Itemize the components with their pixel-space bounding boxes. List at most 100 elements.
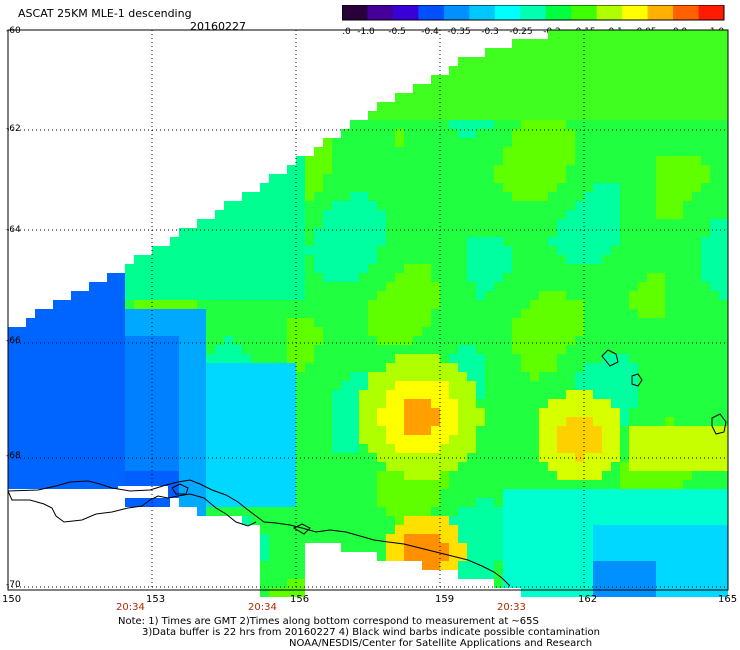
data-cell bbox=[647, 183, 656, 192]
data-cell bbox=[647, 147, 656, 156]
data-cell bbox=[701, 435, 710, 444]
data-cell bbox=[143, 291, 152, 300]
data-cell bbox=[521, 129, 530, 138]
data-cell bbox=[674, 30, 683, 39]
data-cell bbox=[143, 417, 152, 426]
data-cell bbox=[710, 237, 719, 246]
data-cell bbox=[611, 219, 620, 228]
data-cell bbox=[260, 192, 269, 201]
data-cell bbox=[548, 192, 557, 201]
data-cell bbox=[341, 444, 350, 453]
data-cell bbox=[314, 273, 323, 282]
data-cell bbox=[692, 381, 701, 390]
data-cell bbox=[692, 561, 701, 570]
data-cell bbox=[98, 300, 107, 309]
data-cell bbox=[629, 300, 638, 309]
data-cell bbox=[512, 201, 521, 210]
data-cell bbox=[215, 228, 224, 237]
data-cell bbox=[251, 354, 260, 363]
data-cell bbox=[53, 444, 62, 453]
data-cell bbox=[530, 570, 539, 579]
data-cell bbox=[503, 444, 512, 453]
data-cell bbox=[467, 408, 476, 417]
data-cell bbox=[701, 444, 710, 453]
data-cell bbox=[44, 336, 53, 345]
data-cell bbox=[629, 57, 638, 66]
data-cell bbox=[584, 363, 593, 372]
data-cell bbox=[395, 444, 404, 453]
data-cell bbox=[386, 300, 395, 309]
data-cell bbox=[368, 318, 377, 327]
data-cell bbox=[170, 444, 179, 453]
data-cell bbox=[296, 579, 305, 588]
data-cell bbox=[665, 156, 674, 165]
data-cell bbox=[692, 129, 701, 138]
data-cell bbox=[611, 84, 620, 93]
data-cell bbox=[260, 309, 269, 318]
data-cell bbox=[476, 84, 485, 93]
data-cell bbox=[386, 372, 395, 381]
data-cell bbox=[602, 579, 611, 588]
data-cell bbox=[368, 291, 377, 300]
data-cell bbox=[647, 57, 656, 66]
data-cell bbox=[251, 309, 260, 318]
data-cell bbox=[674, 156, 683, 165]
data-cell bbox=[377, 471, 386, 480]
data-cell bbox=[377, 111, 386, 120]
data-cell bbox=[26, 363, 35, 372]
data-cell bbox=[269, 273, 278, 282]
data-cell bbox=[431, 309, 440, 318]
data-cell bbox=[683, 426, 692, 435]
data-cell bbox=[512, 75, 521, 84]
data-cell bbox=[386, 408, 395, 417]
data-cell bbox=[395, 435, 404, 444]
data-cell bbox=[368, 435, 377, 444]
data-cell bbox=[539, 219, 548, 228]
data-cell bbox=[674, 507, 683, 516]
data-cell bbox=[467, 156, 476, 165]
data-cell bbox=[377, 228, 386, 237]
data-cell bbox=[323, 525, 332, 534]
data-cell bbox=[530, 219, 539, 228]
data-cell bbox=[359, 489, 368, 498]
data-cell bbox=[449, 480, 458, 489]
data-cell bbox=[638, 336, 647, 345]
data-cell bbox=[305, 480, 314, 489]
data-cell bbox=[35, 399, 44, 408]
data-cell bbox=[584, 588, 593, 597]
data-cell bbox=[44, 381, 53, 390]
data-cell bbox=[611, 534, 620, 543]
data-cell bbox=[431, 219, 440, 228]
data-cell bbox=[26, 417, 35, 426]
data-cell bbox=[539, 273, 548, 282]
data-cell bbox=[503, 282, 512, 291]
data-cell bbox=[152, 273, 161, 282]
data-cell bbox=[332, 147, 341, 156]
data-cell bbox=[692, 480, 701, 489]
data-cell bbox=[332, 309, 341, 318]
data-cell bbox=[548, 480, 557, 489]
data-cell bbox=[341, 309, 350, 318]
data-cell bbox=[647, 435, 656, 444]
data-cell bbox=[611, 552, 620, 561]
data-cell bbox=[305, 291, 314, 300]
data-cell bbox=[296, 156, 305, 165]
data-cell bbox=[377, 273, 386, 282]
data-cell bbox=[665, 228, 674, 237]
data-cell bbox=[530, 372, 539, 381]
data-cell bbox=[692, 246, 701, 255]
data-cell bbox=[206, 390, 215, 399]
data-cell bbox=[413, 237, 422, 246]
data-cell bbox=[476, 246, 485, 255]
data-cell bbox=[467, 66, 476, 75]
data-cell bbox=[575, 84, 584, 93]
data-cell bbox=[494, 300, 503, 309]
data-cell bbox=[116, 399, 125, 408]
data-cell bbox=[674, 282, 683, 291]
data-cell bbox=[233, 228, 242, 237]
data-cell bbox=[134, 453, 143, 462]
data-cell bbox=[440, 543, 449, 552]
data-cell bbox=[494, 219, 503, 228]
data-cell bbox=[53, 435, 62, 444]
data-cell bbox=[485, 345, 494, 354]
